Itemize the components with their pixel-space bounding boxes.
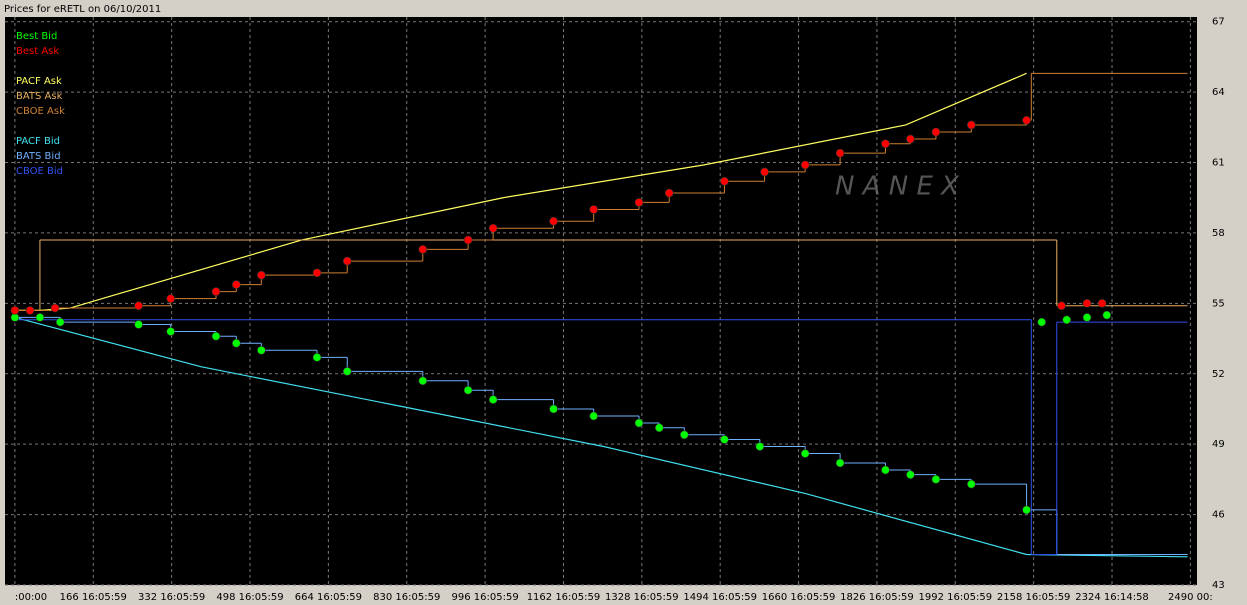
y-tick-label: 64	[1212, 87, 1225, 98]
x-tick-label: 1328 16:05:59	[605, 592, 679, 603]
x-tick-label: 1494 16:05:59	[683, 592, 757, 603]
quote-marker	[166, 327, 175, 336]
x-tick-label: 664 16:05:59	[295, 592, 362, 603]
quote-marker	[881, 465, 890, 475]
quote-marker	[835, 458, 845, 468]
x-tick-label: 1992 16:05:59	[919, 592, 993, 603]
x-tick-label: :00:00	[15, 592, 47, 603]
quote-marker	[835, 148, 845, 158]
legend-label: Best Bid	[16, 31, 57, 42]
quote-marker	[1022, 505, 1031, 515]
y-tick-label: 43	[1212, 580, 1225, 591]
quote-marker	[50, 303, 60, 313]
quote-marker	[680, 430, 689, 440]
quote-marker	[931, 127, 941, 137]
quote-marker	[906, 470, 915, 479]
quote-marker	[25, 306, 35, 315]
quote-marker	[418, 245, 428, 254]
quote-marker	[10, 306, 20, 315]
quote-marker	[589, 205, 598, 214]
quote-marker	[1102, 310, 1112, 320]
x-tick-label: 166 16:05:59	[60, 592, 127, 603]
legend-label: CBOE Bid	[16, 166, 63, 177]
legend-label: PACF Bid	[16, 136, 60, 147]
quote-marker	[1082, 313, 1092, 322]
quote-marker	[418, 376, 428, 386]
quote-marker	[967, 120, 976, 130]
quote-marker	[232, 338, 241, 348]
quote-marker	[312, 353, 322, 362]
quote-marker	[55, 317, 65, 327]
quote-marker	[549, 404, 558, 414]
quote-marker	[211, 331, 221, 341]
x-tick-label: 996 16:05:59	[452, 592, 519, 603]
quote-marker	[1037, 317, 1046, 327]
quote-marker	[931, 475, 941, 484]
quote-marker	[35, 313, 45, 322]
x-tick-label: 1162 16:05:59	[527, 592, 601, 603]
legend-label: BATS Bid	[16, 151, 61, 162]
x-tick-label: 2324 16:14:58	[1075, 592, 1149, 603]
watermark: N A N E X	[835, 172, 960, 202]
quote-marker	[488, 223, 498, 233]
x-tick-label: 332 16:05:59	[138, 592, 205, 603]
plot-area	[5, 17, 1197, 585]
quote-marker	[664, 188, 674, 198]
quote-marker	[634, 198, 644, 207]
quote-marker	[1082, 299, 1092, 308]
quote-marker	[760, 167, 769, 177]
quote-marker	[463, 235, 473, 245]
legend-label: CBOE Ask	[16, 106, 65, 117]
quote-marker	[463, 385, 473, 395]
y-tick-label: 55	[1212, 298, 1225, 309]
price-line	[14, 316, 1188, 558]
quote-marker	[1062, 315, 1072, 325]
y-tick-label: 49	[1212, 439, 1225, 450]
y-tick-label: 67	[1212, 17, 1225, 28]
x-tick-label: 498 16:05:59	[216, 592, 283, 603]
quote-marker	[342, 367, 352, 376]
quote-marker	[549, 216, 558, 226]
chart-title: Prices for eRETL on 06/10/2011	[4, 4, 161, 15]
x-tick-label: 830 16:05:59	[373, 592, 440, 603]
quote-marker	[967, 479, 976, 489]
quote-marker	[1057, 301, 1066, 310]
quote-marker	[312, 268, 322, 278]
y-tick-label: 46	[1212, 510, 1225, 521]
quote-marker	[134, 320, 143, 329]
quote-marker	[211, 287, 221, 296]
quote-marker	[342, 256, 352, 266]
quote-marker	[720, 435, 729, 444]
x-tick-label: 2158 16:05:59	[997, 592, 1071, 603]
legend-label: Best Ask	[16, 46, 59, 57]
x-tick-label: 2490 00:	[1168, 592, 1213, 603]
legend-label: BATS Ask	[16, 91, 63, 102]
quote-marker	[720, 176, 729, 186]
y-tick-label: 52	[1212, 369, 1225, 380]
quote-marker	[800, 449, 810, 458]
quote-marker	[166, 294, 175, 303]
x-tick-label: 1660 16:05:59	[762, 592, 836, 603]
quote-marker	[655, 423, 664, 433]
y-tick-label: 58	[1212, 228, 1225, 239]
legend-label: PACF Ask	[16, 76, 62, 87]
x-tick-label: 1826 16:05:59	[840, 592, 914, 603]
quote-marker	[634, 418, 644, 428]
quote-marker	[881, 139, 890, 149]
quote-marker	[1022, 115, 1031, 125]
quote-marker	[257, 345, 266, 355]
quote-marker	[488, 395, 498, 404]
quote-marker	[1097, 299, 1107, 308]
quote-marker	[800, 160, 810, 170]
quote-marker	[589, 411, 598, 421]
quote-marker	[257, 270, 266, 280]
y-tick-label: 61	[1212, 158, 1225, 169]
quote-marker	[134, 301, 143, 310]
quote-marker	[906, 134, 915, 144]
quote-marker	[755, 442, 765, 451]
quote-marker	[232, 280, 241, 289]
